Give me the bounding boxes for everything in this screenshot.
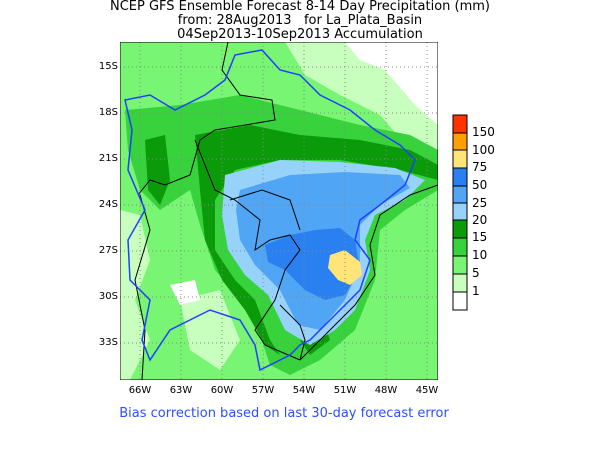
- title-line-2: from: 28Aug2013 for La_Plata_Basin: [177, 13, 423, 28]
- precip-1-5: [120, 42, 438, 380]
- legend-box-10-15: [452, 237, 468, 257]
- lat-tick: 24S: [98, 199, 118, 210]
- legend-label: 150: [472, 125, 495, 139]
- legend-box-lt1: [452, 291, 468, 311]
- precip-75-100: [328, 250, 362, 285]
- legend-colorbar: [452, 114, 468, 311]
- legend-box-50-75: [452, 167, 468, 187]
- lon-tick: 60W: [210, 385, 234, 396]
- lat-tick: 15S: [98, 61, 118, 72]
- lat-tick: 21S: [98, 153, 118, 164]
- legend-label: 50: [472, 178, 488, 192]
- lon-tick: 66W: [128, 385, 152, 396]
- basin-outline: [124, 49, 416, 372]
- lon-tick: 48W: [374, 385, 398, 396]
- legend-label: 10: [472, 248, 488, 262]
- legend-box-15-20: [452, 219, 468, 239]
- legend-box-5-10: [452, 255, 468, 275]
- legend-label: 75: [472, 160, 488, 174]
- legend-label: 20: [472, 213, 488, 227]
- precip-15-20: [145, 125, 438, 355]
- lon-tick: 54W: [292, 385, 316, 396]
- lon-tick: 51W: [333, 385, 357, 396]
- title-line-3: 04Sep2013-10Sep2013 Accumulation: [177, 27, 423, 42]
- legend-box-25-50: [452, 185, 468, 204]
- legend-box-75-100: [452, 149, 468, 169]
- lon-tick: 63W: [169, 385, 193, 396]
- legend-box-gt150: [452, 114, 468, 134]
- lat-tick: 18S: [98, 107, 118, 118]
- legend-box-1-5: [452, 273, 468, 293]
- bias-correction-note: Bias correction based on last 30-day for…: [119, 406, 449, 421]
- legend-box-100-150: [452, 132, 468, 151]
- legend-label: 15: [472, 230, 488, 244]
- lat-tick: 27S: [98, 245, 118, 256]
- legend-label: 1: [472, 284, 480, 298]
- title-line-1: NCEP GFS Ensemble Forecast 8-14 Day Prec…: [109, 0, 490, 14]
- legend-label: 25: [472, 196, 488, 210]
- lat-tick: 33S: [98, 337, 118, 348]
- precip-below-1: [170, 42, 438, 305]
- legend-box-20-25: [452, 202, 468, 221]
- lat-tick: 30S: [98, 291, 118, 302]
- legend-label: 100: [472, 143, 495, 157]
- legend-label: 5: [472, 266, 480, 280]
- lon-tick: 45W: [415, 385, 439, 396]
- precip-50-75: [265, 228, 360, 300]
- lon-tick: 57W: [251, 385, 275, 396]
